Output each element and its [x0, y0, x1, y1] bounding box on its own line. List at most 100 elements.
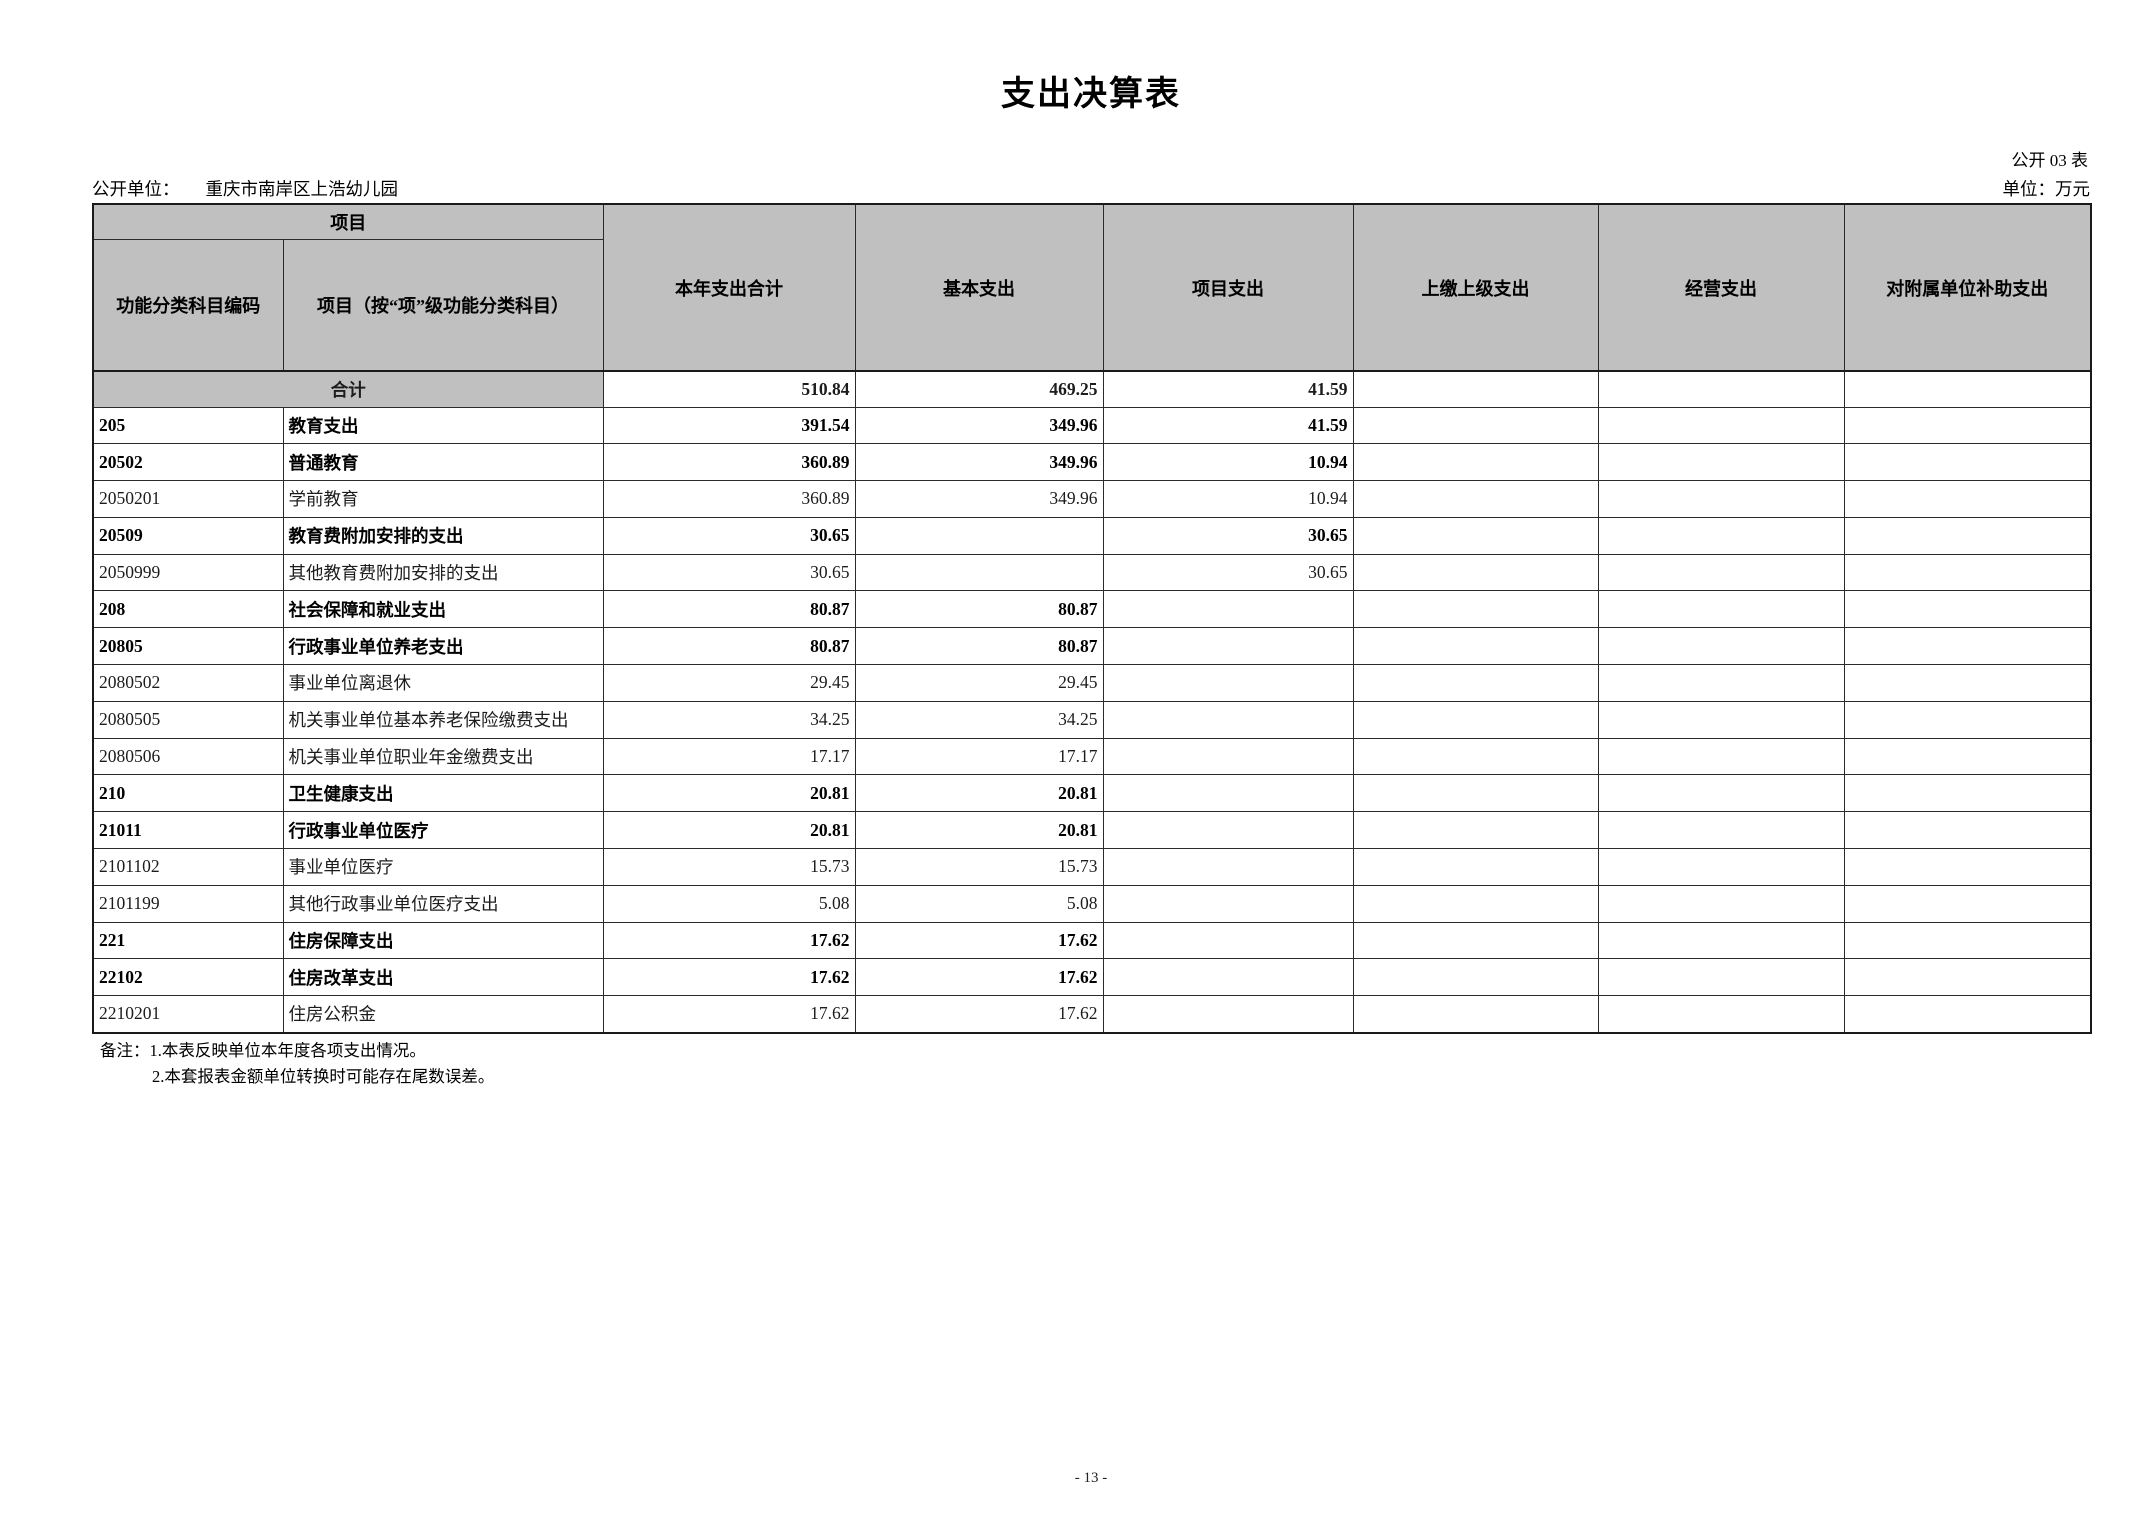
row-subsidy-expenditure	[1843, 443, 2092, 482]
row-basic-expenditure: 349.96	[854, 406, 1104, 445]
table-row: 2210201 住房公积金 17.62 17.62	[92, 995, 2092, 1034]
row-subsidy-expenditure	[1843, 406, 2092, 445]
row-code: 2080506	[92, 737, 284, 776]
total-row-total: 510.84	[602, 370, 856, 408]
row-basic-expenditure: 80.87	[854, 627, 1104, 666]
table-row: 208 社会保障和就业支出 80.87 80.87	[92, 590, 2092, 629]
table-row: 2080502 事业单位离退休 29.45 29.45	[92, 664, 2092, 702]
row-basic-expenditure: 17.17	[854, 737, 1104, 776]
row-code: 210	[92, 774, 284, 813]
row-basic-expenditure: 80.87	[854, 590, 1104, 629]
row-basic-expenditure: 34.25	[854, 700, 1104, 739]
row-subsidy-expenditure	[1843, 516, 2092, 555]
table-body: 合计 510.84 469.25 41.59 205 教育支出 391.54 3…	[92, 370, 2092, 1034]
row-total-expenditure: 20.81	[602, 774, 856, 813]
row-code: 20805	[92, 627, 284, 666]
table-row: 22102 住房改革支出 17.62 17.62	[92, 958, 2092, 997]
table-row: 2101199 其他行政事业单位医疗支出 5.08 5.08	[92, 884, 2092, 923]
row-basic-expenditure: 5.08	[854, 884, 1104, 923]
row-project-expenditure	[1102, 811, 1354, 850]
row-upper-expenditure	[1352, 553, 1599, 592]
row-upper-expenditure	[1352, 774, 1599, 813]
row-operating-expenditure	[1597, 590, 1845, 629]
row-operating-expenditure	[1597, 958, 1845, 997]
row-total-expenditure: 17.17	[602, 737, 856, 776]
row-subsidy-expenditure	[1843, 774, 2092, 813]
row-subsidy-expenditure	[1843, 848, 2092, 886]
table-row: 20805 行政事业单位养老支出 80.87 80.87	[92, 627, 2092, 666]
row-operating-expenditure	[1597, 995, 1845, 1034]
row-project-expenditure	[1102, 884, 1354, 923]
page-number: - 13 -	[1074, 1470, 1108, 1486]
row-project-expenditure	[1102, 774, 1354, 813]
row-subsidy-expenditure	[1843, 553, 2092, 592]
row-operating-expenditure	[1597, 884, 1845, 923]
header-col-subsidy: 对附属单位补助支出	[1843, 203, 2092, 372]
row-subsidy-expenditure	[1843, 700, 2092, 739]
row-project-expenditure	[1102, 848, 1354, 886]
header-col-project: 项目支出	[1102, 203, 1354, 372]
row-name: 事业单位医疗	[282, 848, 604, 886]
row-project-expenditure	[1102, 664, 1354, 702]
row-basic-expenditure: 17.62	[854, 995, 1104, 1034]
row-name: 普通教育	[282, 443, 604, 482]
row-operating-expenditure	[1597, 406, 1845, 445]
row-basic-expenditure: 15.73	[854, 848, 1104, 886]
row-upper-expenditure	[1352, 627, 1599, 666]
row-project-expenditure	[1102, 921, 1354, 960]
notes: 备注：1.本表反映单位本年度各项支出情况。 2.本套报表金额单位转换时可能存在尾…	[100, 1038, 494, 1090]
publishing-unit-label: 公开单位：	[92, 179, 180, 199]
row-name: 教育支出	[282, 406, 604, 445]
row-name: 机关事业单位基本养老保险缴费支出	[282, 700, 604, 739]
expenditure-table: 项目 本年支出合计 基本支出 项目支出 上缴上级支出 经营支出 对附属单位补助支…	[92, 203, 2092, 1034]
row-project-expenditure: 30.65	[1102, 516, 1354, 555]
total-row-label: 合计	[92, 370, 604, 408]
row-name: 行政事业单位养老支出	[282, 627, 604, 666]
row-upper-expenditure	[1352, 995, 1599, 1034]
table-header: 项目 本年支出合计 基本支出 项目支出 上缴上级支出 经营支出 对附属单位补助支…	[92, 203, 2092, 372]
row-subsidy-expenditure	[1843, 811, 2092, 850]
row-subsidy-expenditure	[1843, 480, 2092, 518]
row-basic-expenditure: 20.81	[854, 774, 1104, 813]
row-basic-expenditure: 349.96	[854, 480, 1104, 518]
row-project-expenditure	[1102, 627, 1354, 666]
row-subsidy-expenditure	[1843, 921, 2092, 960]
row-name: 事业单位离退休	[282, 664, 604, 702]
row-total-expenditure: 20.81	[602, 811, 856, 850]
row-operating-expenditure	[1597, 811, 1845, 850]
table-row: 2101102 事业单位医疗 15.73 15.73	[92, 848, 2092, 886]
header-col-basic: 基本支出	[854, 203, 1104, 372]
row-operating-expenditure	[1597, 553, 1845, 592]
table-row: 2050999 其他教育费附加安排的支出 30.65 30.65	[92, 553, 2092, 592]
row-total-expenditure: 80.87	[602, 627, 856, 666]
row-code: 20502	[92, 443, 284, 482]
header-col-total: 本年支出合计	[602, 203, 856, 372]
table-row: 2080506 机关事业单位职业年金缴费支出 17.17 17.17	[92, 737, 2092, 776]
row-name: 行政事业单位医疗	[282, 811, 604, 850]
row-name: 卫生健康支出	[282, 774, 604, 813]
row-code: 22102	[92, 958, 284, 997]
currency-unit-label: 单位：万元	[2002, 179, 2091, 199]
row-total-expenditure: 34.25	[602, 700, 856, 739]
row-basic-expenditure	[854, 516, 1104, 555]
note-line-1: 备注：1.本表反映单位本年度各项支出情况。	[100, 1041, 426, 1060]
row-upper-expenditure	[1352, 516, 1599, 555]
table-row: 21011 行政事业单位医疗 20.81 20.81	[92, 811, 2092, 850]
row-project-expenditure	[1102, 995, 1354, 1034]
row-operating-expenditure	[1597, 774, 1845, 813]
row-code: 20509	[92, 516, 284, 555]
row-upper-expenditure	[1352, 443, 1599, 482]
row-project-expenditure: 30.65	[1102, 553, 1354, 592]
row-operating-expenditure	[1597, 700, 1845, 739]
note-line-2: 2.本套报表金额单位转换时可能存在尾数误差。	[152, 1067, 495, 1086]
total-row-project: 41.59	[1102, 370, 1354, 408]
row-total-expenditure: 17.62	[602, 921, 856, 960]
header-col-name: 项目（按“项”级功能分类科目）	[282, 238, 604, 372]
table-row: 20502 普通教育 360.89 349.96 10.94	[92, 443, 2092, 482]
row-code: 205	[92, 406, 284, 445]
table-code-label: 公开 03 表	[2011, 151, 2089, 170]
row-project-expenditure	[1102, 590, 1354, 629]
row-project-expenditure: 10.94	[1102, 480, 1354, 518]
row-total-expenditure: 5.08	[602, 884, 856, 923]
